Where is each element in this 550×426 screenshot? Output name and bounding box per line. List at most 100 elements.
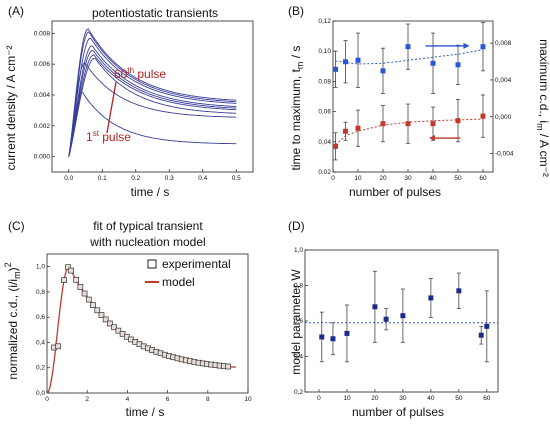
data-point: [372, 304, 378, 310]
panel-a-ytick-label: 0.000: [34, 154, 51, 161]
panel-b-ytick-left-label: 0,06: [318, 109, 331, 116]
transient-curve-5: [68, 49, 237, 157]
experimental-point: [73, 276, 79, 283]
panel-c-ytick-label: 1,0: [36, 264, 45, 271]
panel-a-frame: [51, 20, 254, 173]
experimental-point: [94, 307, 101, 314]
data-point: [484, 323, 490, 329]
panel-a-xtick-label: 0.4: [198, 175, 207, 182]
panel-c-xtick-label: 6: [166, 396, 170, 403]
data-point: [355, 57, 361, 63]
transient-curve-7: [68, 57, 237, 157]
panel-a-ylabel: current density / A cm⁻²: [4, 45, 18, 170]
panel-b-ytick-right-label: -0,004: [495, 151, 514, 158]
panel-c-xtick-label: 4: [126, 396, 130, 403]
panel-b-xtick-label: 60: [479, 175, 487, 182]
panel-c-subtitle: with nucleation model: [89, 235, 205, 249]
panel-c-frame: [46, 253, 249, 394]
transient-curve-4: [68, 45, 237, 157]
panel-a-xtick-label: 0.0: [64, 175, 73, 182]
panel-d-ytick-label: 0,6: [294, 318, 303, 325]
arrow-right-head: [463, 42, 470, 49]
panel-label-b: (B): [288, 4, 304, 18]
panel-b-xtick-label: 10: [354, 175, 362, 182]
data-point: [333, 66, 338, 72]
panel-a-title: potentiostatic transients: [92, 6, 218, 20]
panel-c-xtick-label: 0: [45, 396, 49, 403]
experimental-point: [107, 320, 113, 327]
panel-b-ytick-right-label: 0,000: [495, 114, 512, 121]
panel-a-ytick-label: 0.002: [34, 123, 51, 130]
panel-b-frame: [332, 20, 494, 173]
panel-label-a: (A): [8, 4, 24, 18]
panel-b-xtick-label: 50: [454, 175, 462, 182]
panel-d-xtick-label: 0: [317, 395, 321, 402]
panel-a: (A) potentiostatic transients time / s c…: [4, 4, 254, 199]
data-point: [478, 332, 484, 338]
data-point: [343, 128, 348, 134]
panel-c-legend: experimental model: [145, 257, 231, 289]
panel-a-ytick-label: 0.008: [34, 30, 51, 37]
transient-curve-3: [68, 37, 237, 157]
panel-c-ytick-label: 0,2: [36, 365, 45, 372]
data-point: [430, 60, 436, 66]
panel-c-xtick-label: 2: [85, 396, 89, 403]
panel-a-ytick-label: 0.004: [34, 92, 51, 99]
panel-a-xtick-label: 0.5: [232, 175, 241, 182]
panel-b-xlabel: number of pulses: [349, 185, 441, 199]
panel-b-xtick-label: 30: [404, 175, 412, 182]
experimental-point: [81, 290, 88, 297]
panel-d-xtick-label: 20: [371, 395, 379, 402]
panel-c-ylabel: normalized c.d., (i/im)2: [3, 262, 22, 379]
panel-a-xlabel: time / s: [131, 185, 170, 199]
data-point: [343, 59, 348, 65]
data-point: [456, 288, 462, 294]
data-point: [319, 334, 325, 340]
panel-c-title: fit of typical transient: [93, 219, 203, 233]
data-point: [405, 121, 411, 127]
panel-b-ytick-left-label: 0,04: [318, 139, 331, 146]
experimental-point: [102, 316, 109, 323]
panel-c: (C) fit of typical transient with nuclea…: [3, 219, 252, 419]
experimental-point: [119, 330, 126, 337]
panel-d-ytick-label: 1,0: [294, 247, 303, 254]
panel-c-xlabel: time / s: [126, 405, 165, 419]
panel-b-ytick-right-label: 0,008: [495, 40, 512, 47]
data-point: [400, 313, 406, 319]
experimental-point: [68, 267, 74, 274]
experimental-point: [115, 327, 122, 334]
legend-label-experimental: experimental: [162, 257, 231, 271]
transient-curve-8: [68, 62, 237, 157]
data-point: [455, 118, 461, 124]
panel-b-xtick-label: 40: [429, 175, 437, 182]
data-point: [428, 295, 434, 301]
panel-d-xtick-label: 60: [483, 395, 491, 402]
panel-c-ytick-label: 0,8: [36, 289, 45, 296]
experimental-point: [85, 296, 92, 303]
panel-d-xtick-label: 50: [455, 395, 463, 402]
experimental-point: [111, 324, 117, 331]
annotation-arrow: [106, 81, 117, 134]
data-point: [480, 44, 486, 50]
panel-c-ytick-label: 0,0: [36, 390, 45, 397]
data-point: [383, 316, 389, 322]
panel-c-ytick-label: 0,4: [36, 339, 45, 346]
data-point: [355, 125, 361, 131]
data-point: [380, 68, 386, 74]
experimental-point: [65, 264, 71, 271]
panel-d-ytick-label: 0,4: [294, 354, 303, 361]
data-point: [480, 113, 486, 119]
data-point: [333, 143, 338, 149]
panel-b-ytick-left-label: 0,10: [318, 48, 331, 55]
panel-d-xtick-label: 10: [343, 395, 351, 402]
experimental-point: [77, 284, 84, 290]
panel-b-ytick-left-label: 0,08: [318, 78, 331, 85]
data-point: [330, 336, 336, 342]
experimental-point: [225, 363, 231, 370]
data-point: [380, 121, 386, 127]
transient-curve-1: [68, 28, 237, 157]
panel-d-frame: [304, 249, 499, 393]
data-point: [344, 330, 350, 336]
experimental-point: [98, 312, 105, 318]
